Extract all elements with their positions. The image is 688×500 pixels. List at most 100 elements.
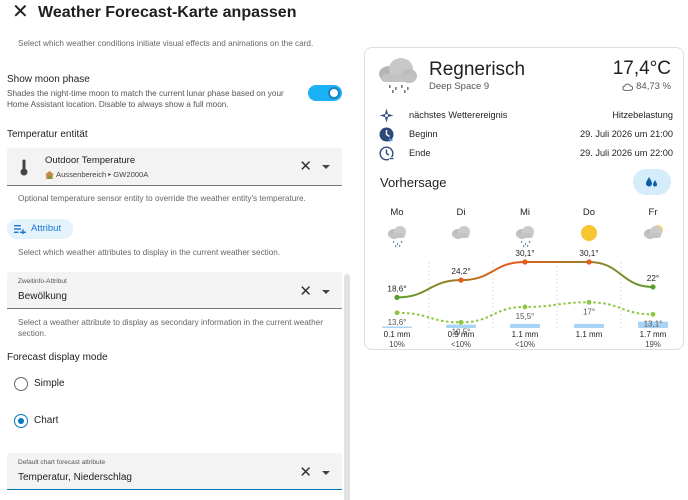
low-temperature-point: [586, 299, 592, 305]
high-temperature-label: 24,2°: [451, 267, 470, 276]
day-label: Fr: [649, 207, 658, 218]
moon-phase-toggle[interactable]: [308, 85, 342, 101]
entity-device: GW2000A: [113, 170, 149, 179]
radio-simple[interactable]: [14, 377, 28, 391]
day-label: Mo: [390, 207, 403, 218]
precipitation-bar: [510, 323, 540, 328]
editor-scrollbar[interactable]: [344, 274, 350, 500]
day-label: Mi: [520, 207, 530, 218]
secondary-info-label: Zweitinfo-Attribut: [18, 278, 67, 285]
chevron-down-icon[interactable]: [322, 165, 330, 169]
high-temperature-line: [396, 261, 654, 299]
add-attribute-button[interactable]: Attribut: [7, 219, 73, 239]
water-drops-icon: [646, 177, 657, 187]
event-row-next: nächstes Wetterereignis Hitzebelastung: [379, 108, 673, 124]
radio-simple-label: Simple: [34, 378, 65, 389]
sun-icon: [581, 225, 597, 241]
clock-end-icon: [379, 146, 394, 161]
condition-title: Regnerisch: [429, 59, 526, 80]
high-temperature-point: [522, 259, 528, 265]
day-label: Do: [583, 207, 595, 218]
low-temperature-label: 13,6°: [388, 318, 407, 327]
low-temperature-label: 13,1°: [644, 319, 663, 328]
cloud-rain-icon: [388, 226, 406, 247]
compass-icon: [379, 108, 394, 123]
close-icon[interactable]: ✕: [12, 1, 29, 23]
clock-start-icon: [379, 127, 394, 142]
high-temperature-point: [586, 259, 592, 265]
precipitation-bar: [638, 321, 668, 328]
high-temperature-label: 22°: [647, 274, 659, 283]
precipitation-amount: 1.1 mm: [512, 330, 539, 339]
moon-phase-title: Show moon phase: [7, 74, 90, 85]
house-icon: [45, 170, 54, 179]
location-name: Deep Space 9: [429, 81, 490, 92]
forecast-attribute-button[interactable]: [633, 169, 671, 195]
cloud-rain-icon: [379, 58, 417, 93]
temperature-entity-hint: Optional temperature sensor entity to ov…: [18, 194, 306, 203]
event-label: nächstes Wetterereignis: [409, 110, 508, 120]
secondary-info-select[interactable]: Zweitinfo-Attribut Bewölkung ✕: [7, 272, 342, 309]
thermometer-icon: [20, 159, 28, 176]
temperature-entity-picker[interactable]: Outdoor Temperature Aussenbereich ▸ GW20…: [7, 148, 342, 186]
radio-chart-label: Chart: [34, 415, 59, 426]
event-label: Ende: [409, 148, 431, 158]
dialog-header: ✕ Weather Forecast-Karte anpassen: [0, 0, 688, 28]
low-temperature-point: [394, 310, 400, 316]
chevron-down-icon[interactable]: [322, 471, 330, 475]
clear-icon[interactable]: ✕: [299, 158, 312, 175]
clear-icon[interactable]: ✕: [299, 283, 312, 300]
low-temperature-label: 17°: [583, 307, 595, 316]
entity-name: Outdoor Temperature: [45, 155, 136, 166]
attribute-hint: Select which weather attributes to displ…: [18, 248, 281, 257]
clear-icon[interactable]: ✕: [299, 464, 312, 481]
moon-phase-setting: Show moon phase Shades the night-time mo…: [7, 74, 347, 110]
high-temperature-label: 18,6°: [387, 284, 406, 293]
secondary-info-value: Bewölkung: [18, 291, 67, 302]
precipitation-bar: [382, 326, 412, 328]
high-temperature-label: 30,1°: [515, 249, 534, 258]
event-value: 29. Juli 2026 um 21:00: [580, 129, 673, 139]
forecast-chart: Mo Di Mi Do Fr 18,6° 24,2° 30,1° 30,1° 22° 13,6° 10…: [382, 207, 668, 349]
high-temperature-point: [394, 294, 400, 300]
chevron-right-icon: ▸: [108, 172, 112, 178]
precipitation-amount: 0.1 mm: [384, 330, 411, 339]
low-temperature-point: [458, 319, 464, 325]
cloud-icon: [452, 226, 470, 239]
temperature-entity-label: Temperatur entität: [7, 129, 88, 140]
high-temperature-point: [458, 277, 464, 283]
low-temperature-point: [650, 311, 656, 317]
event-label: Beginn: [409, 129, 438, 139]
low-temperature-label: 15,5°: [516, 312, 535, 321]
event-value: Hitzebelastung: [612, 110, 673, 120]
high-temperature-label: 30,1°: [579, 249, 598, 258]
dialog-title: Weather Forecast-Karte anpassen: [38, 4, 297, 21]
cloud-rain-icon: [516, 226, 534, 247]
moon-phase-description: Shades the night-time moon to match the …: [7, 89, 284, 109]
forecast-mode-label: Forecast display mode: [7, 352, 108, 363]
effects-hint: Select which weather conditions initiate…: [18, 39, 314, 48]
precipitation-amount: 0.9 mm: [448, 330, 475, 339]
playlist-plus-icon: [14, 225, 26, 234]
current-temperature: 17,4°C: [612, 58, 671, 79]
chart-attribute-select[interactable]: Default chart forecast attribute Tempera…: [7, 453, 342, 490]
high-temperature-point: [650, 284, 656, 290]
radio-chart[interactable]: [14, 414, 28, 428]
cloud-outline-icon: [622, 83, 634, 91]
cloud-sun-icon: [644, 225, 663, 239]
entity-area: Aussenbereich: [56, 170, 107, 179]
low-temperature-label: 10,5°: [452, 327, 471, 336]
weather-card-preview: Regnerisch Deep Space 9 17,4°C 84,73 % n…: [364, 47, 684, 350]
precipitation-probability: 19%: [645, 340, 661, 349]
event-row-start: Beginn 29. Juli 2026 um 21:00: [379, 127, 673, 143]
precipitation-bar: [574, 323, 604, 328]
chevron-down-icon[interactable]: [322, 290, 330, 294]
precipitation-probability: <10%: [451, 340, 471, 349]
precipitation-amount: 1.1 mm: [576, 330, 603, 339]
event-row-end: Ende 29. Juli 2026 um 22:00: [379, 146, 673, 162]
humidity-value: 84,73 %: [636, 81, 671, 92]
card-editor: Select which weather conditions initiate…: [0, 28, 352, 500]
precipitation-probability: <10%: [515, 340, 535, 349]
precipitation-bar: [446, 324, 476, 328]
add-attribute-label: Attribut: [31, 223, 62, 234]
